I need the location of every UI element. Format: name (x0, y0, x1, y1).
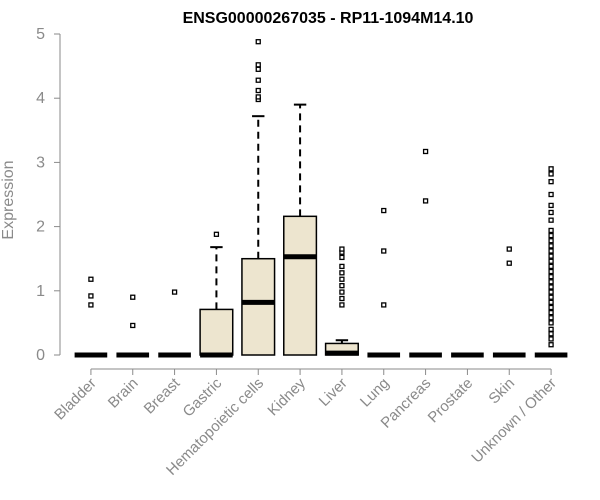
outlier-point (171, 289, 178, 295)
outlier-point (548, 263, 554, 270)
outlier-point (255, 39, 261, 45)
x-tick-label: Skin (485, 375, 518, 408)
outlier-point (548, 336, 554, 342)
outlier-point (88, 302, 94, 308)
outlier-point (548, 227, 554, 234)
x-tick-label: Brain (105, 375, 142, 412)
box-group (74, 276, 108, 358)
outlier-point (548, 258, 554, 264)
outlier-point (213, 231, 220, 237)
outlier-point (548, 253, 554, 259)
outlier-point (339, 289, 345, 295)
x-tick-label: Kidney (264, 374, 309, 419)
y-tick-label: 3 (36, 154, 45, 171)
outlier-point (548, 243, 554, 249)
box-rect (283, 215, 318, 356)
outlier-point (548, 342, 554, 348)
box-rect (199, 308, 234, 356)
outlier-point (381, 302, 387, 308)
outlier-point (548, 320, 554, 326)
outlier-point (255, 94, 261, 100)
outlier-point (548, 209, 554, 216)
outlier-point (548, 166, 554, 172)
outlier-point (422, 148, 429, 155)
outlier-point (506, 246, 512, 252)
x-tick-label: Lung (357, 375, 393, 411)
outlier-point (339, 254, 345, 261)
box-group (534, 166, 568, 358)
outlier-point (381, 248, 387, 254)
outlier-point (548, 326, 554, 332)
y-tick-label: 4 (36, 90, 45, 107)
boxes-layer (74, 39, 568, 358)
box-group (158, 289, 191, 358)
outlier-point (339, 263, 345, 270)
box-group (283, 103, 318, 356)
outlier-point (88, 293, 94, 299)
outlier-point (339, 246, 345, 252)
outlier-point (381, 207, 387, 214)
outlier-point (548, 309, 554, 316)
box-group (199, 231, 234, 358)
outlier-point (548, 331, 554, 337)
outlier-point (548, 179, 554, 185)
x-tick-label: Breast (141, 374, 184, 417)
outlier-point (548, 171, 554, 177)
chart-title: ENSG00000267035 - RP11-1094M14.10 (183, 10, 474, 27)
outlier-point (548, 299, 554, 306)
outlier-point (88, 276, 94, 282)
outlier-point (255, 87, 261, 94)
outlier-point (339, 295, 345, 302)
outlier-point (255, 66, 261, 72)
outlier-point (548, 279, 554, 285)
outlier-point (255, 77, 261, 83)
outlier-point (130, 322, 136, 329)
box-group (409, 148, 442, 358)
x-tick-label: Bladder (51, 375, 100, 424)
box-group (241, 39, 276, 356)
outlier-point (548, 217, 554, 223)
y-axis-label: Expression (0, 160, 17, 239)
y-tick-label: 2 (36, 219, 45, 236)
x-tick-label: Liver (316, 375, 351, 410)
y-axis: 0 1 2 3 4 5 (36, 26, 61, 364)
box-group (367, 207, 401, 358)
outlier-point (548, 315, 554, 321)
outlier-point (548, 284, 554, 290)
outlier-point (548, 232, 554, 239)
outlier-point (548, 294, 554, 300)
box-rect (241, 257, 276, 356)
outlier-point (339, 276, 345, 282)
box-group (492, 246, 526, 358)
outlier-point (339, 270, 345, 276)
outlier-point (339, 302, 345, 308)
y-tick-label: 5 (36, 26, 45, 43)
outlier-point (548, 268, 554, 275)
outlier-point (339, 283, 345, 289)
outlier-point (255, 62, 261, 68)
outlier-point (548, 238, 554, 244)
y-tick-label: 1 (36, 283, 45, 300)
box-group (116, 294, 150, 358)
outlier-point (130, 294, 136, 300)
outlier-point (548, 304, 554, 311)
outlier-point (548, 248, 554, 254)
outlier-point (548, 202, 554, 209)
outlier-point (506, 260, 512, 266)
box-group (324, 246, 359, 356)
outlier-point (548, 191, 554, 198)
outlier-point (548, 274, 554, 280)
y-tick-label: 0 (36, 347, 45, 364)
x-tick-label: Prostate (425, 375, 477, 427)
outlier-point (548, 289, 554, 295)
outlier-point (422, 198, 429, 204)
